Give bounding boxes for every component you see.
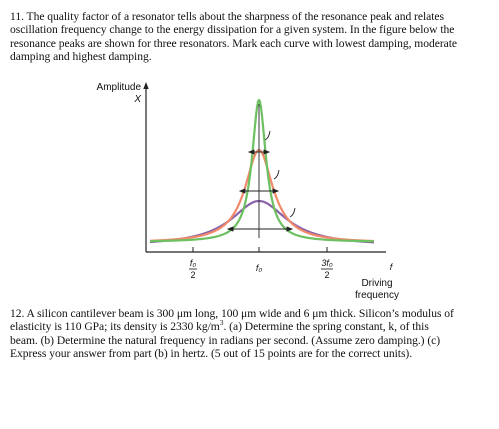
y-axis-label-x: X (133, 94, 141, 105)
x-axis-label-frequency: frequency (355, 290, 399, 301)
question-12-line-part: . (a) Determine the spring constant, k, … (223, 320, 429, 334)
question-12-line-part: elasticity is 110 GPa; its density is 23… (10, 320, 220, 334)
tick-label-f0: f₀ (256, 263, 263, 273)
question-11-line: 11. The quality factor of a resonator te… (10, 10, 444, 23)
x-axis-label-f: f (390, 262, 394, 272)
bandwidth-arrow-highest (226, 226, 294, 232)
question-12-text: 12. A silicon cantilever beam is 300 μm … (10, 307, 492, 361)
tick-label-half-f0-denominator: 2 (190, 270, 195, 280)
peak-hook-highest (289, 207, 296, 218)
peak-hook-moderate (273, 169, 280, 180)
question-11-line: damping and highest damping. (10, 50, 152, 64)
tick-label-three-half-f0-numerator: 3f₀ (321, 258, 333, 268)
tick-label-half-f0-numerator: f₀ (190, 258, 197, 268)
question-11-text: 11. The quality factor of a resonator te… (10, 10, 492, 64)
bandwidth-arrow-moderate (238, 188, 280, 194)
question-12-line: elasticity is 110 GPa; its density is 23… (10, 318, 492, 334)
curve-moderate-damping (149, 148, 375, 243)
bandwidth-arrow-lowest (247, 149, 271, 155)
y-axis-arrowhead (143, 82, 149, 89)
question-12-line: Express your answer from part (b) in her… (10, 347, 413, 361)
question-12-line: beam. (b) Determine the natural frequenc… (10, 333, 441, 347)
curve-highest-damping (149, 199, 375, 244)
peak-hook-lowest (264, 130, 271, 141)
x-axis-label-driving: Driving (361, 278, 392, 289)
question-12-line: 12. A silicon cantilever beam is 300 μm … (10, 307, 454, 320)
y-axis-label-amplitude: Amplitude (97, 82, 142, 93)
question-11-line: resonance peaks are shown for three reso… (10, 36, 458, 50)
superscript-cubed: 3 (219, 318, 224, 328)
curve-lowest-damping (149, 98, 375, 243)
question-11-line: oscillation frequency change to the ener… (10, 23, 455, 37)
tick-label-three-half-f0-denominator: 2 (324, 270, 329, 280)
